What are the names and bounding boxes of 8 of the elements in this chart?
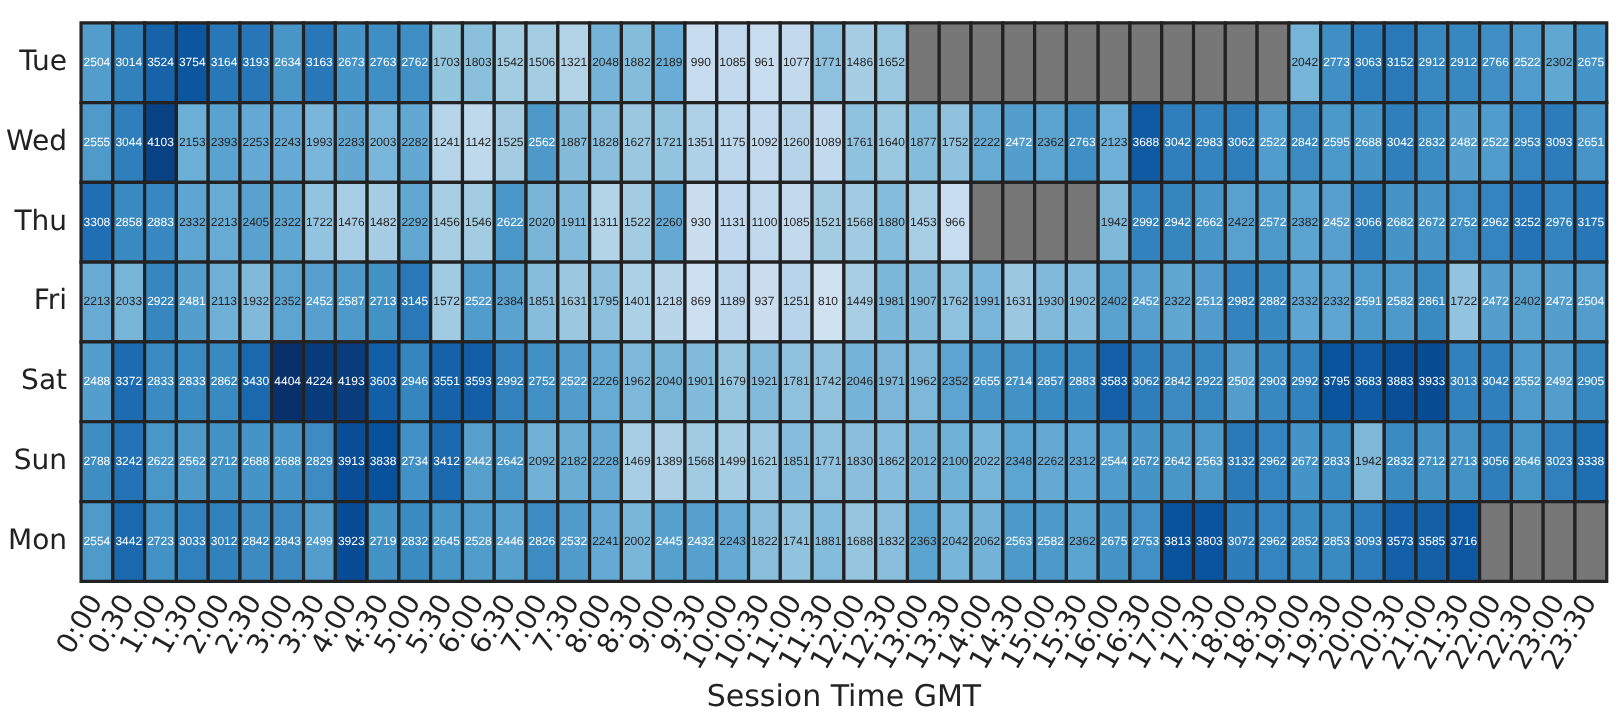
y-tick-label: Sat xyxy=(21,365,69,398)
y-tick-label: Wed xyxy=(5,125,68,158)
x-axis-title: Session Time GMT xyxy=(706,677,983,714)
y-tick-label: Tue xyxy=(17,45,68,78)
y-tick-label: Thu xyxy=(12,205,68,238)
y-tick-label: Sun xyxy=(13,444,68,477)
y-tick-label: Mon xyxy=(7,524,68,557)
y-tick-label: Fri xyxy=(33,285,68,318)
